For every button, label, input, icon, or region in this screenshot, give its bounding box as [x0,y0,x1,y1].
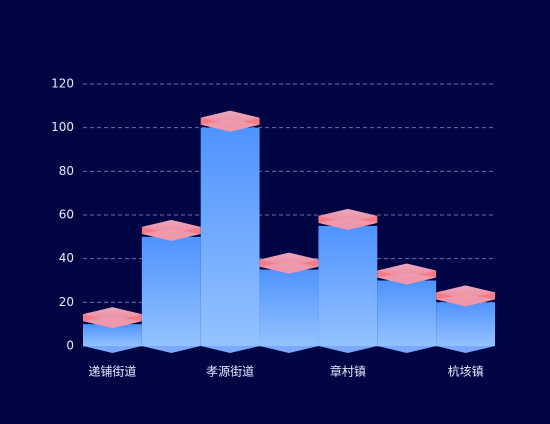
x-tick-label: 递铺街道 [88,365,136,379]
bar-cap-bottom [83,316,142,329]
bar [318,225,378,346]
y-tick-label: 60 [59,208,74,222]
x-tick-label: 杭垓镇 [448,364,484,379]
bar-cap-top [318,208,378,223]
bar-cap-top [259,252,319,267]
bar-cap-top [83,307,142,322]
bar-cap-bottom [200,119,260,132]
y-tick-label: 40 [59,251,74,265]
bar-cap-top [436,285,495,300]
x-tick-label: 章村镇 [330,364,366,379]
y-tick-label: 120 [51,77,74,91]
y-tick-label: 100 [51,120,74,134]
bar [259,269,319,346]
bar-cap-bottom [318,217,378,230]
bar [200,127,260,347]
bar [377,280,437,346]
bar-cap-top [200,110,260,125]
y-tick-label: 80 [59,164,74,178]
bar-cap-bottom [436,294,495,307]
bar-cap-top [377,263,437,278]
bar-cap-bottom [259,261,319,274]
y-tick-label: 0 [66,339,74,353]
bar [436,302,495,346]
x-tick-label: 孝源街道 [206,365,254,379]
bar-cap-bottom [141,228,201,241]
bar [141,236,201,346]
bar-cap-top [141,219,201,234]
y-tick-label: 20 [59,295,74,309]
bar [83,324,142,346]
bar-cap-bottom [377,272,437,285]
